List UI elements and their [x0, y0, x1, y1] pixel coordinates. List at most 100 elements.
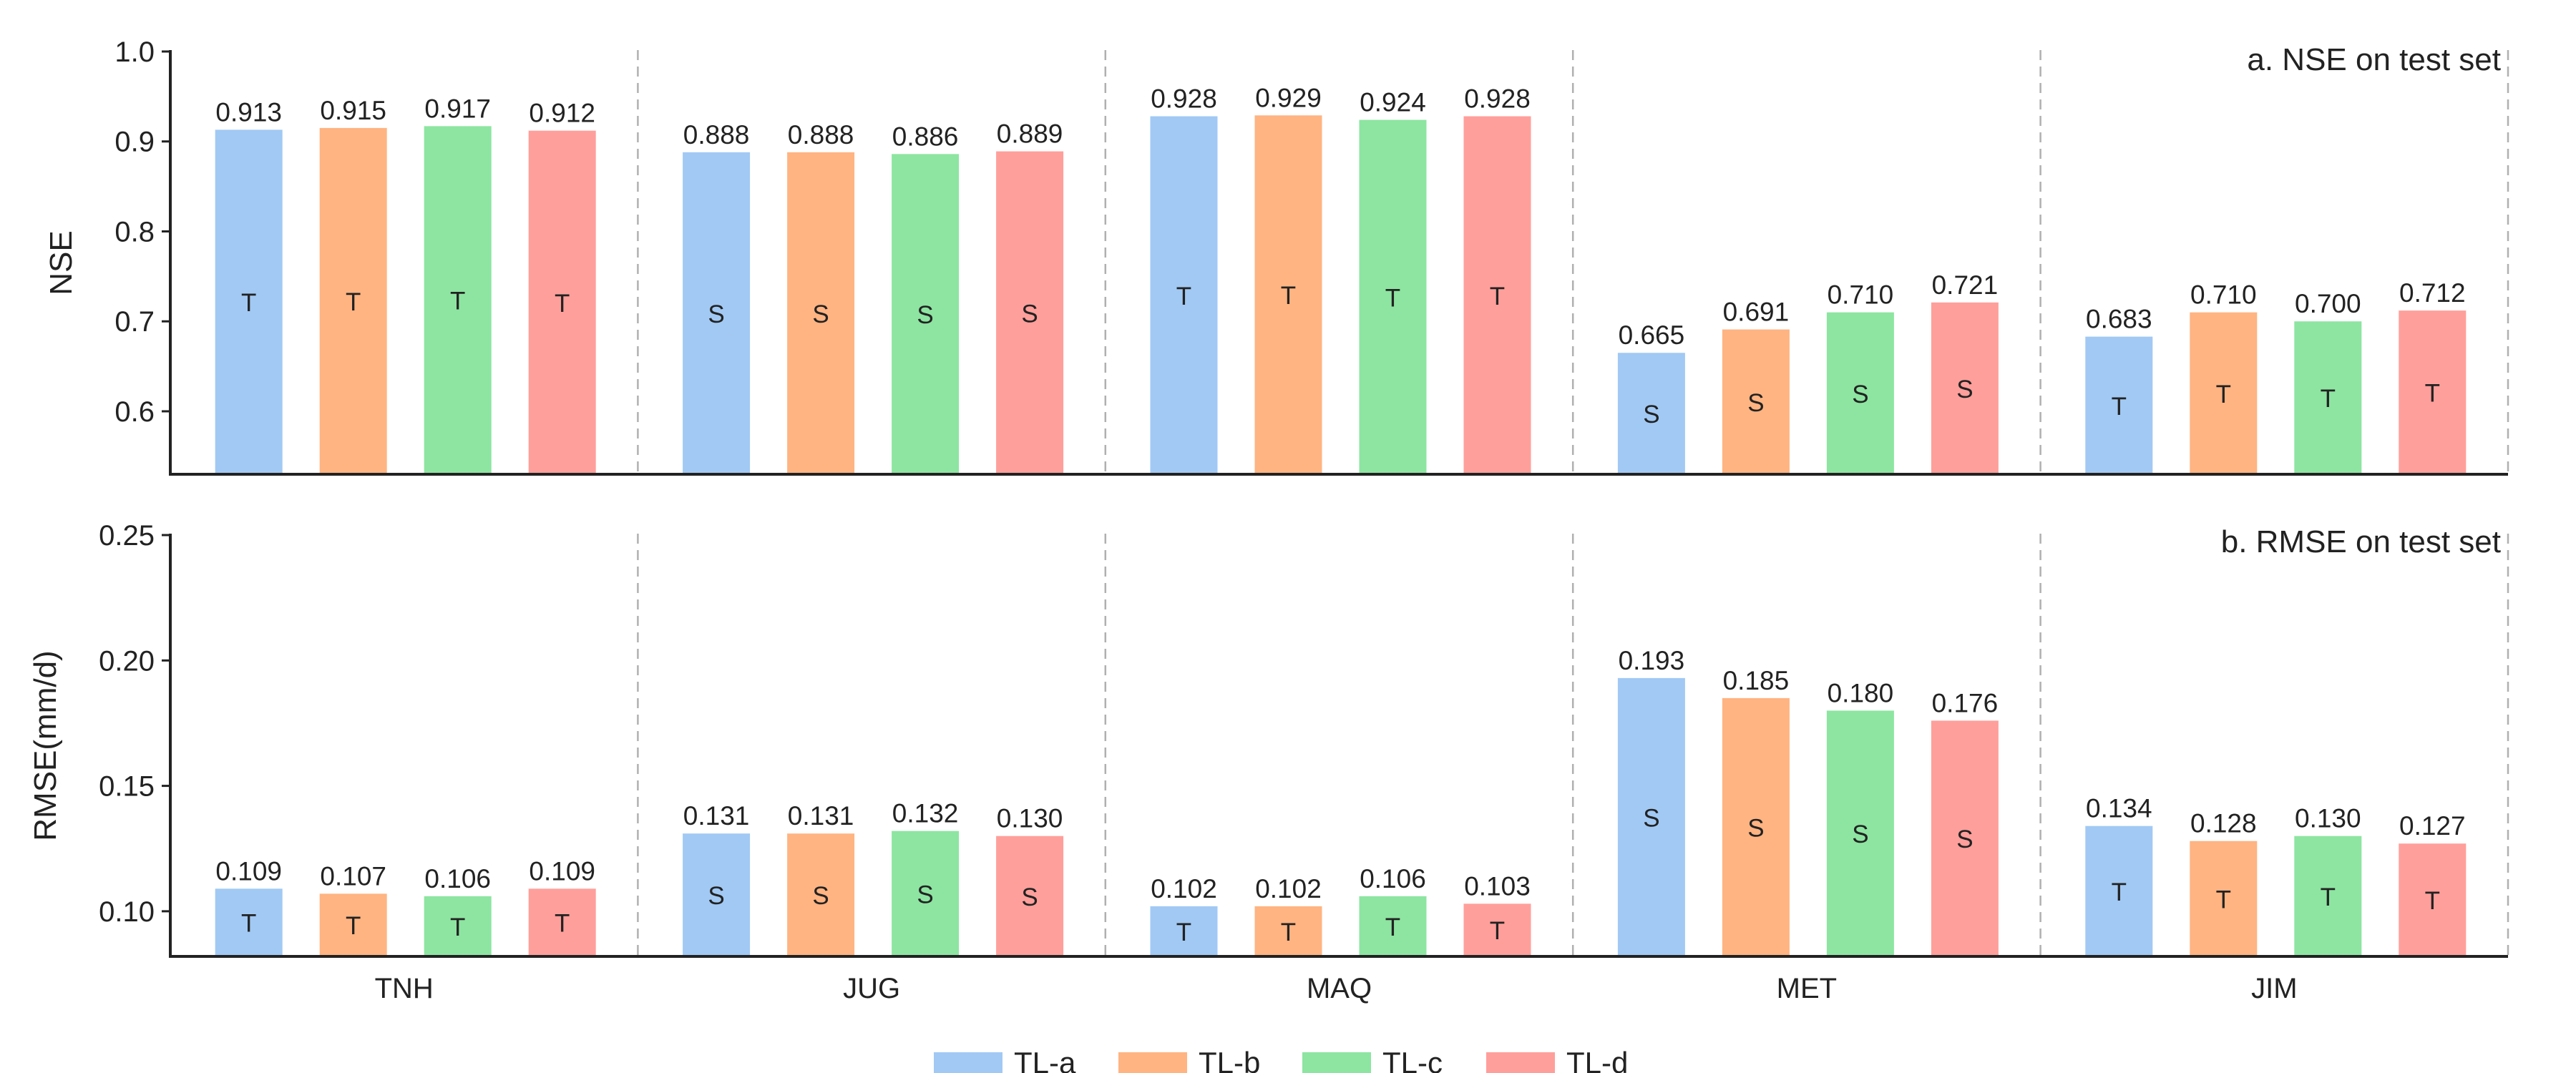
bar-mark-label: T — [555, 910, 570, 938]
value-label: 0.102 — [1151, 874, 1217, 903]
bar-tl-a-tnh — [215, 888, 283, 956]
bar-mark-label: S — [1747, 814, 1764, 842]
bar-tl-a-met — [1617, 353, 1685, 474]
value-label: 0.929 — [1255, 83, 1322, 112]
value-label: 0.130 — [2295, 804, 2361, 833]
bar-mark-label: T — [2112, 393, 2127, 421]
value-label: 0.109 — [215, 856, 282, 886]
bar-mark-label: T — [2425, 380, 2440, 408]
bar-mark-label: T — [2321, 385, 2336, 413]
bar-tl-d-jug — [996, 836, 1064, 956]
bar-tl-b-met — [1722, 697, 1790, 956]
bar-mark-label: T — [1385, 913, 1400, 941]
bar-tl-c-met — [1826, 710, 1894, 956]
panel-title: b. RMSE on test set — [2221, 524, 2501, 559]
x-tick-label-tnh: TNH — [375, 973, 434, 1004]
value-label: 0.712 — [2399, 278, 2466, 308]
bar-tl-c-maq — [1359, 896, 1427, 956]
group-labels: TNH JUG MAQ MET JIM — [375, 973, 2298, 1004]
value-label: 0.917 — [424, 94, 491, 123]
bar-tl-c-tnh — [424, 896, 492, 956]
bar-mark-label: S — [708, 300, 724, 328]
panel-title: a. NSE on test set — [2247, 42, 2501, 77]
legend: TL-a TL-b TL-c TL-d — [934, 1046, 1628, 1073]
y-tick-label: 0.20 — [99, 645, 155, 677]
bar-mark-label: T — [1176, 918, 1191, 946]
y-tick-label: 0.15 — [99, 771, 155, 803]
bar-tl-a-met — [1617, 677, 1685, 956]
value-label: 0.691 — [1723, 298, 1790, 327]
value-label: 0.109 — [529, 856, 595, 886]
bar-tl-d-maq — [1463, 116, 1531, 474]
bar-tl-c-met — [1826, 312, 1894, 474]
legend-swatch-tl-a — [934, 1052, 1002, 1073]
bar-mark-label: T — [2216, 886, 2231, 913]
bar-mark-label: S — [1956, 825, 1973, 853]
value-label: 0.106 — [1360, 864, 1426, 893]
bar-tl-d-jim — [2399, 843, 2467, 956]
bar-tl-b-maq — [1254, 115, 1322, 474]
bar-mark-label: T — [1385, 284, 1400, 312]
value-label: 0.107 — [320, 861, 386, 891]
bar-mark-label: T — [1281, 918, 1296, 946]
bar-mark-label: T — [1490, 283, 1505, 310]
value-label: 0.131 — [683, 801, 750, 831]
value-label: 0.700 — [2295, 289, 2361, 318]
bar-mark-label: S — [1747, 389, 1764, 417]
y-axis-title: NSE — [44, 230, 79, 295]
bar-mark-label: T — [1490, 917, 1505, 945]
bar-tl-b-tnh — [319, 127, 387, 474]
bar-tl-c-jim — [2294, 321, 2362, 474]
bar-tl-d-tnh — [528, 130, 596, 474]
value-label: 0.928 — [1464, 84, 1531, 114]
bar-tl-b-maq — [1254, 906, 1322, 956]
value-label: 0.103 — [1464, 871, 1531, 901]
y-tick-label: 0.6 — [114, 396, 155, 428]
x-tick-label-maq: MAQ — [1307, 973, 1372, 1004]
bar-tl-b-jug — [787, 152, 855, 474]
bar-tl-b-jug — [787, 833, 855, 956]
bar-mark-label: T — [1176, 283, 1191, 310]
bar-mark-label: T — [241, 910, 256, 938]
bar-tl-d-jug — [996, 151, 1064, 474]
y-tick-label: 0.25 — [99, 520, 155, 552]
value-label: 0.912 — [529, 99, 595, 128]
bar-mark-label: T — [1281, 282, 1296, 310]
bar-mark-label: S — [812, 882, 829, 910]
x-tick-label-jug: JUG — [843, 973, 900, 1004]
bar-tl-c-maq — [1359, 119, 1427, 474]
legend-swatch-tl-d — [1486, 1052, 1555, 1073]
bar-tl-a-jug — [683, 152, 751, 474]
y-tick-label: 1.0 — [114, 36, 155, 68]
legend-label-tl-b: TL-b — [1199, 1046, 1260, 1073]
bar-tl-a-jug — [683, 833, 751, 956]
value-label: 0.127 — [2399, 811, 2466, 841]
legend-label-tl-a: TL-a — [1014, 1046, 1076, 1073]
value-label: 0.915 — [320, 96, 386, 125]
bar-mark-label: S — [1643, 401, 1659, 428]
bar-mark-label: S — [1956, 376, 1973, 403]
y-tick-label: 0.9 — [114, 127, 155, 158]
bar-mark-label: T — [555, 290, 570, 318]
bar-mark-label: T — [450, 913, 465, 941]
value-label: 0.128 — [2190, 809, 2257, 838]
bar-mark-label: T — [241, 289, 256, 317]
y-tick-label: 0.10 — [99, 896, 155, 928]
bar-tl-b-jim — [2190, 841, 2258, 956]
value-label: 0.193 — [1619, 646, 1685, 675]
bar-mark-label: S — [812, 300, 829, 328]
bar-mark-label: T — [346, 288, 361, 316]
bar-mark-label: T — [450, 288, 465, 315]
value-label: 0.721 — [1932, 270, 1999, 300]
y-tick-label: 0.7 — [114, 306, 155, 338]
value-label: 0.924 — [1360, 88, 1426, 117]
bar-mark-label: S — [1852, 381, 1868, 408]
bar-tl-c-jim — [2294, 836, 2362, 956]
bar-tl-c-tnh — [424, 126, 492, 474]
y-axis-title: RMSE(mm/d) — [28, 650, 63, 841]
value-label: 0.710 — [2190, 280, 2257, 310]
bar-tl-b-jim — [2190, 312, 2258, 474]
value-label: 0.130 — [997, 804, 1063, 833]
bar-mark-label: T — [2216, 381, 2231, 408]
bar-mark-label: T — [346, 912, 361, 940]
